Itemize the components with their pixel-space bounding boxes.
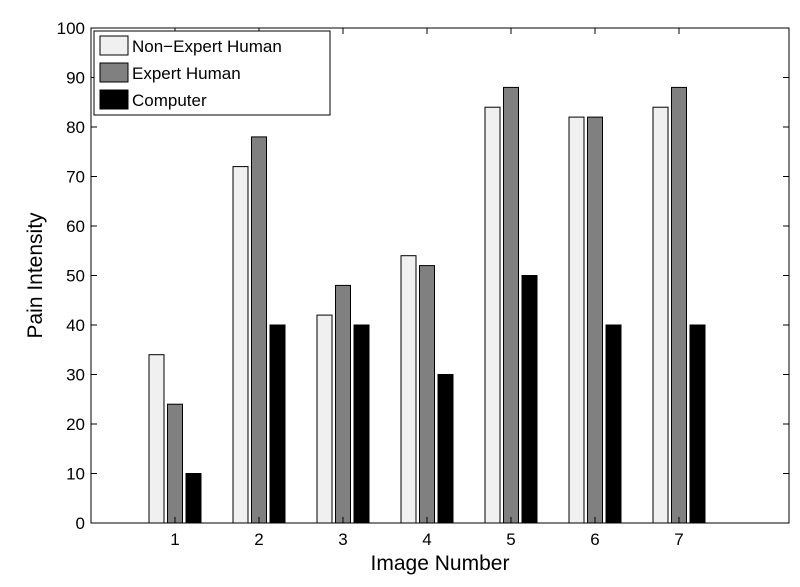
y-tick-label: 30 <box>66 366 85 385</box>
bar-3-6 <box>605 324 622 524</box>
x-axis-title: Image Number <box>371 552 510 575</box>
y-tick-label: 0 <box>76 514 85 533</box>
bar-3-4 <box>437 374 454 524</box>
bar-2-4 <box>419 265 435 524</box>
bar-3-7 <box>689 324 706 524</box>
bar-2-1 <box>167 403 183 524</box>
x-tick-label: 1 <box>170 530 179 549</box>
bar-2-2 <box>251 136 267 524</box>
y-axis-title: Pain Intensity <box>24 212 47 339</box>
y-tick-label: 90 <box>66 69 85 88</box>
bar-2-3 <box>335 284 351 524</box>
y-tick-label: 50 <box>66 267 85 286</box>
y-tick-label: 20 <box>66 415 85 434</box>
x-tick-label: 6 <box>590 530 599 549</box>
y-tick-label: 80 <box>66 118 85 137</box>
legend: Non−Expert Human Expert Human Computer <box>93 30 331 116</box>
x-tick-label: 4 <box>422 530 431 549</box>
y-tick-label: 70 <box>66 168 85 187</box>
bar-1-4 <box>400 255 417 524</box>
bars-layer <box>148 86 706 524</box>
legend-label: Non−Expert Human <box>132 37 282 56</box>
bar-1-3 <box>316 314 333 524</box>
bar-1-1 <box>148 354 165 524</box>
bar-1-2 <box>232 166 249 524</box>
bar-1-7 <box>652 106 669 524</box>
bar-2-7 <box>671 86 687 524</box>
legend-box <box>93 30 331 116</box>
y-tick-label: 100 <box>57 19 85 38</box>
bar-3-5 <box>521 275 538 524</box>
x-tick-label: 7 <box>674 530 683 549</box>
x-tick-label: 2 <box>254 530 263 549</box>
legend-swatch <box>99 35 129 56</box>
bar-2-6 <box>587 116 603 524</box>
legend-label: Computer <box>132 91 207 110</box>
legend-swatch <box>99 89 129 110</box>
legend-swatch <box>99 62 129 83</box>
bar-3-1 <box>185 473 202 524</box>
bar-1-5 <box>484 106 501 524</box>
bar-1-6 <box>568 116 585 524</box>
bar-3-3 <box>353 324 370 524</box>
y-tick-label: 40 <box>66 316 85 335</box>
ticks-layer: 0 10 20 30 40 50 60 70 80 90 100 1 2 3 4 5 6 7 <box>57 19 789 549</box>
x-tick-label: 3 <box>338 530 347 549</box>
bar-3-2 <box>269 324 286 524</box>
x-tick-label: 5 <box>506 530 515 549</box>
legend-label: Expert Human <box>132 64 241 83</box>
y-tick-label: 60 <box>66 217 85 236</box>
y-tick-label: 10 <box>66 465 85 484</box>
bar-2-5 <box>503 86 519 524</box>
